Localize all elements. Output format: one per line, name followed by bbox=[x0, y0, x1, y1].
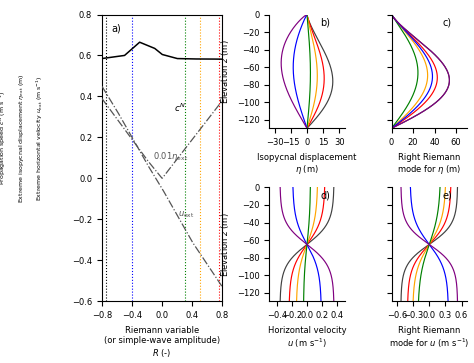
Text: b): b) bbox=[320, 18, 330, 28]
Text: Extreme horizontal velocity $u_{\rm ext}$ (m s$^{-1}$): Extreme horizontal velocity $u_{\rm ext}… bbox=[35, 75, 46, 201]
Text: e): e) bbox=[443, 191, 453, 201]
Text: $u_{\rm ext}$: $u_{\rm ext}$ bbox=[178, 210, 194, 220]
Text: $0.01\eta_{\rm ext}$: $0.01\eta_{\rm ext}$ bbox=[153, 150, 188, 163]
Text: Extreme isopycnal displacement $\eta_{\rm ext}$ (m): Extreme isopycnal displacement $\eta_{\r… bbox=[17, 73, 26, 203]
Text: d): d) bbox=[320, 191, 330, 201]
Text: a): a) bbox=[111, 23, 121, 33]
Y-axis label: Elevation $z$ (m): Elevation $z$ (m) bbox=[219, 212, 231, 277]
X-axis label: Horizontal velocity
$u$ (m s$^{-1}$): Horizontal velocity $u$ (m s$^{-1}$) bbox=[268, 326, 346, 350]
X-axis label: Right Riemann
mode for $u$ (m s$^{-1}$): Right Riemann mode for $u$ (m s$^{-1}$) bbox=[389, 326, 470, 350]
Y-axis label: Elevation $z$ (m): Elevation $z$ (m) bbox=[219, 39, 231, 104]
X-axis label: Isopycnal displacement
$\eta$ (m): Isopycnal displacement $\eta$ (m) bbox=[257, 152, 356, 176]
X-axis label: Riemann variable
(or simple-wave amplitude)
$R$ (-): Riemann variable (or simple-wave amplitu… bbox=[104, 326, 220, 359]
X-axis label: Right Riemann
mode for $\eta$ (m): Right Riemann mode for $\eta$ (m) bbox=[397, 152, 462, 176]
Text: $c^N$: $c^N$ bbox=[174, 102, 186, 114]
Text: Propagation speed $c^N$ (m s$^{-1}$): Propagation speed $c^N$ (m s$^{-1}$) bbox=[0, 91, 8, 185]
Text: c): c) bbox=[443, 18, 452, 28]
